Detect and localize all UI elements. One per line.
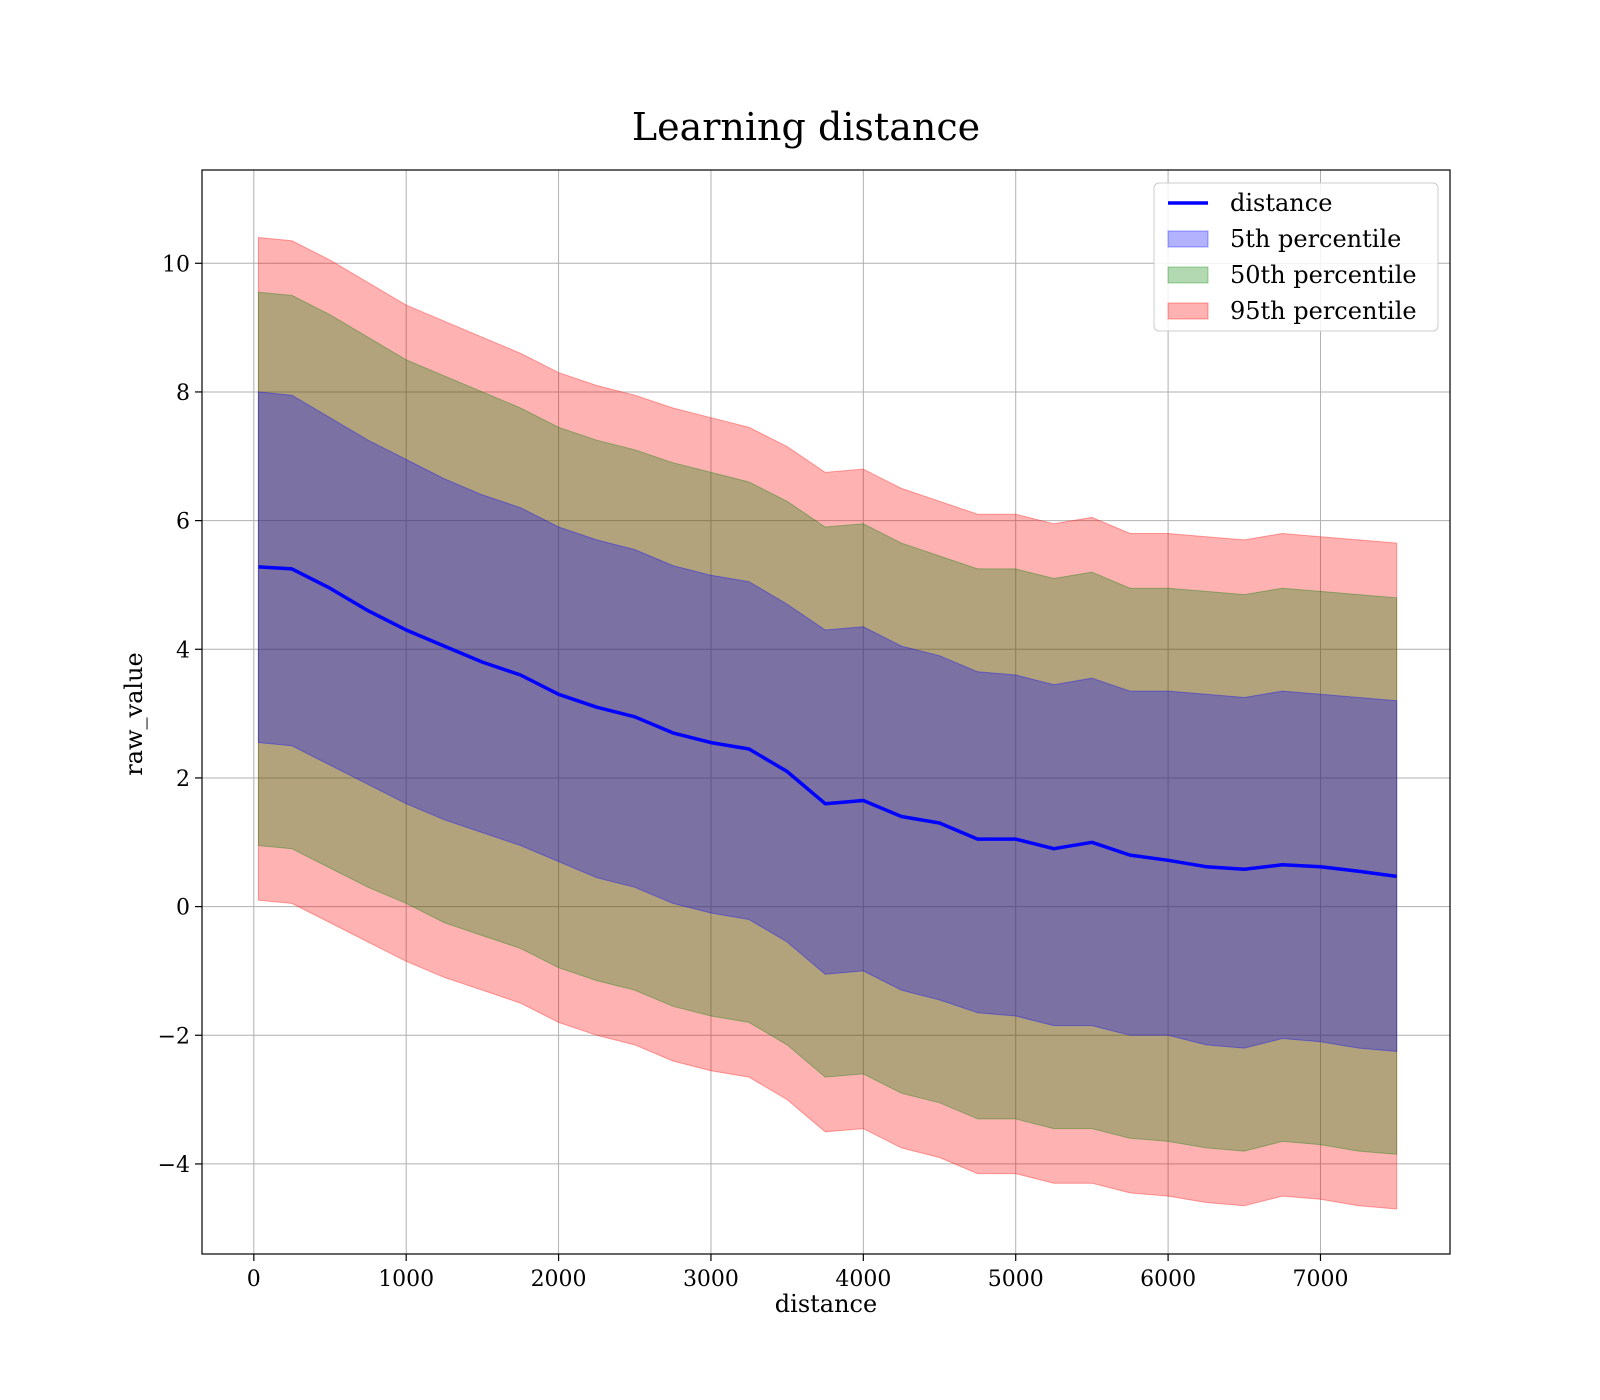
- plot-area: 0 1000 2000 3000 4000 5000 6000 7000 −4 −2 0 2 4 6 8 10: [158, 169, 1451, 1292]
- y-tick-label: 8: [176, 381, 190, 406]
- x-tick-label: 7000: [1292, 1267, 1348, 1292]
- x-tick-label: 5000: [988, 1267, 1044, 1292]
- y-tick-label: −4: [158, 1153, 190, 1178]
- band-95th-percentile: [257, 236, 1398, 1210]
- x-tick-label: 4000: [835, 1267, 891, 1292]
- x-axis-label: distance: [775, 1290, 877, 1318]
- legend-swatch-band: [1167, 230, 1209, 248]
- chart-title: Learning distance: [632, 105, 980, 149]
- y-tick-label: 0: [176, 896, 190, 921]
- legend-swatch-band: [1167, 266, 1209, 284]
- band-50th-percentile: [257, 291, 1398, 1155]
- legend: distance 5th percentile 50th percentile 95t…: [1153, 182, 1439, 332]
- legend-label: 50th percentile: [1230, 261, 1417, 289]
- legend-swatch-band: [1167, 302, 1209, 320]
- y-tick-label: 4: [176, 638, 190, 663]
- legend-label: 5th percentile: [1230, 225, 1401, 253]
- x-tick-label: 1000: [378, 1267, 434, 1292]
- y-tick-label: 6: [176, 510, 190, 535]
- legend-box: [1153, 182, 1439, 332]
- y-axis-label: raw_value: [120, 652, 148, 776]
- y-tick-label: 2: [176, 767, 190, 792]
- x-tick-label: 3000: [683, 1267, 739, 1292]
- legend-label: 95th percentile: [1230, 297, 1417, 325]
- x-tick-label: 6000: [1140, 1267, 1196, 1292]
- y-tick-label: −2: [158, 1024, 190, 1049]
- x-tick-label: 2000: [531, 1267, 587, 1292]
- x-tick-label: 0: [247, 1267, 261, 1292]
- legend-label: distance: [1230, 189, 1332, 217]
- line-distance: [258, 565, 1397, 879]
- axes-frame: [201, 169, 1451, 1255]
- y-tick-label: 10: [162, 252, 190, 277]
- band-5th-percentile: [257, 391, 1398, 1052]
